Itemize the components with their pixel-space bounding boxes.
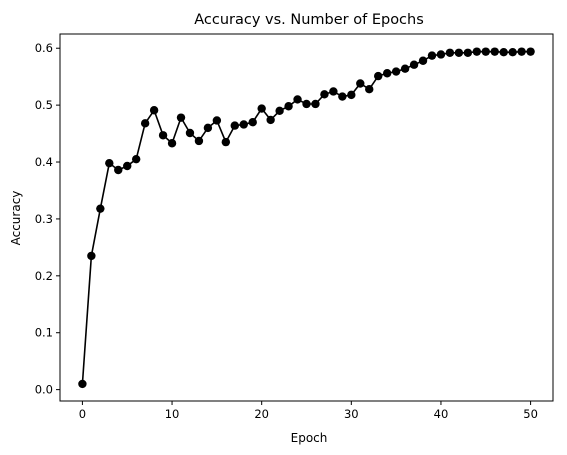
data-point <box>167 139 177 148</box>
data-point <box>248 117 257 127</box>
chart-title: Accuracy vs. Number of Epochs <box>194 12 424 28</box>
y-tick-label: 0.1 <box>35 326 53 340</box>
data-point <box>123 161 132 171</box>
data-point <box>96 204 105 213</box>
x-tick-label: 50 <box>523 407 538 421</box>
x-axis-label: Epoch <box>291 431 328 445</box>
data-point <box>454 48 464 57</box>
data-points <box>78 47 535 389</box>
x-tick-label: 20 <box>254 407 269 421</box>
data-point <box>427 51 437 60</box>
data-point <box>508 48 517 57</box>
y-tick-label: 0.4 <box>35 155 53 169</box>
data-point <box>374 71 383 81</box>
data-point <box>149 106 159 115</box>
y-axis: 0.0 0.1 0.2 0.3 0.4 0.5 0.6 <box>35 41 60 397</box>
data-point <box>499 48 508 57</box>
data-point <box>356 79 365 88</box>
data-point <box>158 131 168 140</box>
data-point <box>105 158 114 168</box>
data-point <box>445 48 455 57</box>
data-point <box>338 92 347 101</box>
data-point <box>230 121 239 130</box>
data-point <box>176 113 186 122</box>
data-point <box>517 47 526 56</box>
data-point <box>320 90 329 99</box>
y-tick-label: 0.2 <box>35 269 53 283</box>
data-point <box>347 90 356 100</box>
data-point <box>257 104 266 113</box>
data-point <box>418 56 428 65</box>
data-point <box>311 99 320 109</box>
data-point <box>87 251 96 261</box>
data-point <box>463 48 473 57</box>
x-tick-label: 10 <box>165 407 180 421</box>
data-point <box>239 120 248 129</box>
x-axis: 0 10 20 30 40 50 <box>79 401 538 421</box>
data-point <box>329 87 338 96</box>
y-tick-label: 0.0 <box>35 383 53 397</box>
data-point <box>185 128 195 138</box>
data-point <box>382 69 392 78</box>
data-point <box>203 123 213 133</box>
y-axis-label: Accuracy <box>9 191 23 246</box>
data-point <box>212 116 222 125</box>
data-point <box>293 95 302 104</box>
data-point <box>194 136 204 146</box>
x-tick-label: 30 <box>344 407 359 421</box>
y-tick-label: 0.6 <box>35 41 53 55</box>
data-point <box>436 50 446 59</box>
data-point <box>481 47 490 56</box>
plot-area: 0 10 20 30 40 50 0.0 0.1 0.2 0.3 0.4 0.5 0.6 <box>35 33 554 421</box>
x-tick-label: 40 <box>434 407 449 421</box>
data-point <box>266 115 275 125</box>
data-point <box>400 64 410 73</box>
data-point <box>140 119 150 128</box>
y-tick-label: 0.5 <box>35 98 53 112</box>
data-point <box>365 84 374 94</box>
data-point <box>490 47 499 56</box>
y-tick-label: 0.3 <box>35 212 53 226</box>
data-point <box>78 379 87 389</box>
data-point <box>409 60 419 69</box>
data-point <box>472 47 482 56</box>
data-point <box>526 47 535 56</box>
data-point <box>114 165 123 175</box>
data-point <box>391 67 401 76</box>
x-tick-label: 0 <box>79 407 86 421</box>
data-point <box>221 137 231 147</box>
data-point <box>302 99 311 109</box>
data-point <box>131 154 141 164</box>
data-point <box>284 102 293 111</box>
data-point <box>275 106 284 116</box>
axes-frame <box>59 33 554 402</box>
